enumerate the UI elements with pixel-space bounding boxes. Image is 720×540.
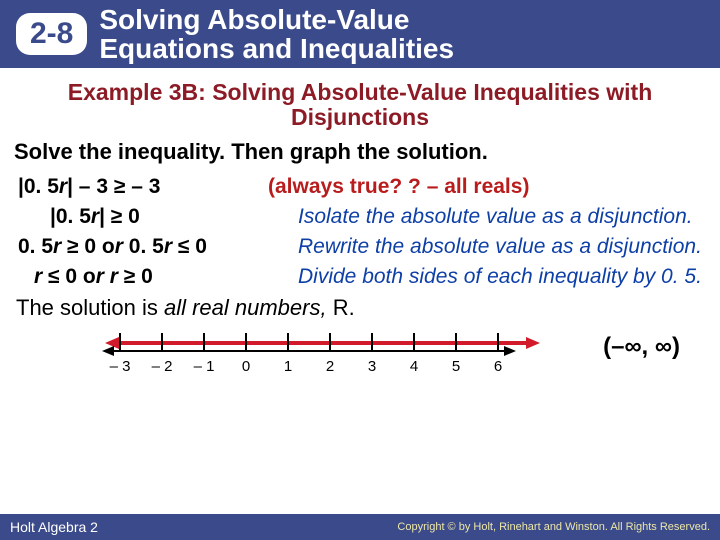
interval-notation: (–∞, ∞) — [603, 333, 680, 361]
svg-text:– 3: – 3 — [110, 358, 131, 375]
example-title: Example 3B: Solving Absolute-Value Inequ… — [10, 80, 710, 131]
svg-text:– 2: – 2 — [152, 358, 173, 375]
step-right: (always true? ? – all reals) — [260, 175, 710, 199]
header-bar: 2-8 Solving Absolute-Value Equations and… — [0, 0, 720, 68]
content: Example 3B: Solving Absolute-Value Inequ… — [0, 68, 720, 397]
step-row: |0. 5r| ≥ 0Isolate the absolute value as… — [10, 205, 710, 229]
footer-bar: Holt Algebra 2 Copyright © by Holt, Rine… — [0, 514, 720, 540]
solution-prefix: The solution is — [16, 295, 164, 320]
svg-text:– 1: – 1 — [194, 358, 215, 375]
lesson-badge: 2-8 — [16, 13, 87, 55]
step-right: Rewrite the absolute value as a disjunct… — [290, 235, 710, 259]
footer-right: Copyright © by Holt, Rinehart and Winsto… — [397, 521, 710, 533]
svg-text:2: 2 — [326, 358, 334, 375]
svg-text:3: 3 — [368, 358, 376, 375]
solution-suffix: R. — [327, 295, 355, 320]
step-right: Divide both sides of each inequality by … — [290, 265, 710, 289]
step-row: r ≤ 0 or r ≥ 0Divide both sides of each … — [10, 265, 710, 289]
svg-text:0: 0 — [242, 358, 250, 375]
footer-left: Holt Algebra 2 — [10, 519, 98, 535]
svg-text:5: 5 — [452, 358, 460, 375]
svg-text:4: 4 — [410, 358, 418, 375]
svg-text:1: 1 — [284, 358, 292, 375]
example-title-l1: Example 3B: Solving Absolute-Value Inequ… — [68, 79, 653, 105]
header-title-line1: Solving Absolute-Value — [99, 4, 409, 35]
numberline-svg: – 3 – 2 – 1 0 1 2 3 4 5 6 — [100, 327, 550, 389]
step-row: 0. 5r ≥ 0 or 0. 5r ≤ 0Rewrite the absolu… — [10, 235, 710, 259]
numberline-region: – 3 – 2 – 1 0 1 2 3 4 5 6 (–∞, ∞) — [10, 327, 710, 397]
step-left: |0. 5r| – 3 ≥ – 3 — [10, 175, 260, 199]
solution-italic: all real numbers, — [164, 295, 327, 320]
step-left: 0. 5r ≥ 0 or 0. 5r ≤ 0 — [10, 235, 290, 259]
instruction-text: Solve the inequality. Then graph the sol… — [14, 139, 710, 165]
step-row: |0. 5r| – 3 ≥ – 3(always true? ? – all r… — [10, 175, 710, 199]
steps-container: |0. 5r| – 3 ≥ – 3(always true? ? – all r… — [10, 175, 710, 289]
header-title-line2: Equations and Inequalities — [99, 33, 454, 64]
step-right: Isolate the absolute value as a disjunct… — [290, 205, 710, 229]
example-title-l2: Disjunctions — [291, 104, 429, 130]
step-left: |0. 5r| ≥ 0 — [10, 205, 290, 229]
step-left: r ≤ 0 or r ≥ 0 — [10, 265, 290, 289]
svg-text:6: 6 — [494, 358, 502, 375]
header-title: Solving Absolute-Value Equations and Ine… — [99, 5, 454, 64]
solution-text: The solution is all real numbers, R. — [16, 295, 710, 321]
